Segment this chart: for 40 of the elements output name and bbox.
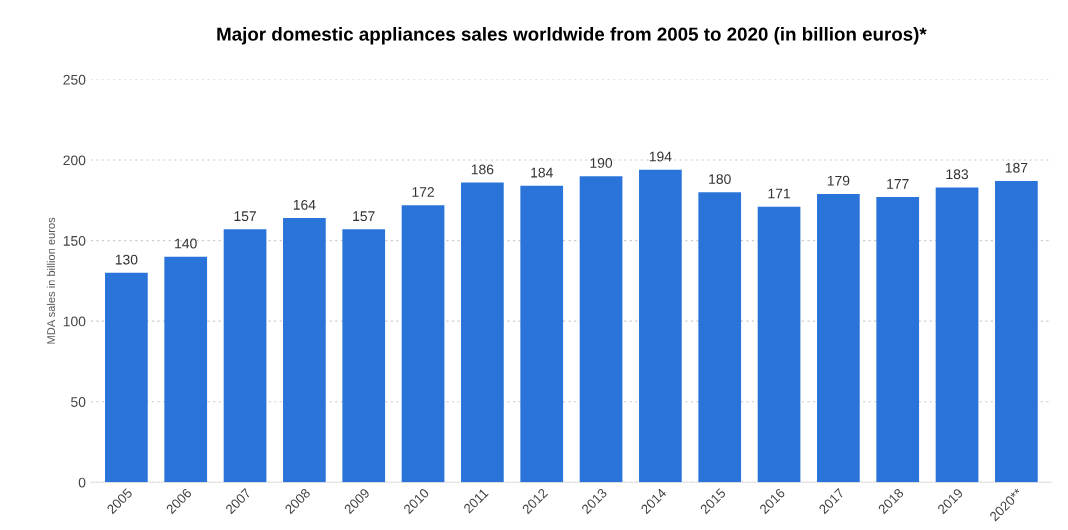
bar <box>520 185 564 483</box>
data-label: 171 <box>768 188 790 199</box>
data-label: 180 <box>709 174 731 184</box>
data-label: 130 <box>115 254 138 265</box>
data-label: 177 <box>887 179 909 189</box>
bar <box>105 272 148 483</box>
bar <box>342 229 386 483</box>
bar <box>698 192 742 483</box>
data-label: 172 <box>412 187 434 197</box>
data-label: 164 <box>293 199 316 210</box>
data-label: 140 <box>175 238 197 249</box>
y-axis-title: MDA sales in billion euros <box>46 217 55 344</box>
chart-title: Major domestic appliances sales worldwide from 2005 to 2020 (in billion euros)* <box>217 27 927 45</box>
bar <box>461 182 504 483</box>
data-label: 186 <box>471 164 494 175</box>
data-label: 194 <box>649 151 672 162</box>
data-label: 183 <box>946 169 969 180</box>
y-tick-label: 200 <box>63 155 86 166</box>
bar <box>935 187 979 483</box>
bar <box>579 176 623 483</box>
bar <box>876 197 920 483</box>
bar <box>757 206 801 483</box>
y-tick-label: 100 <box>63 316 86 327</box>
y-tick-label: 250 <box>63 74 86 85</box>
data-label: 190 <box>590 158 613 168</box>
bar <box>639 169 682 483</box>
y-tick-label: 150 <box>63 235 86 246</box>
bar <box>817 193 860 483</box>
y-tick-label: 0 <box>78 477 86 488</box>
data-label: 157 <box>353 211 375 222</box>
data-label: 184 <box>531 167 553 178</box>
y-tick-label: 50 <box>71 397 86 407</box>
bar <box>995 181 1038 483</box>
data-label: 187 <box>1005 162 1028 173</box>
bar <box>223 229 267 483</box>
data-label: 157 <box>234 211 256 222</box>
bar <box>164 256 208 483</box>
data-label: 179 <box>827 175 850 186</box>
bar <box>283 218 326 483</box>
bar <box>401 205 445 483</box>
